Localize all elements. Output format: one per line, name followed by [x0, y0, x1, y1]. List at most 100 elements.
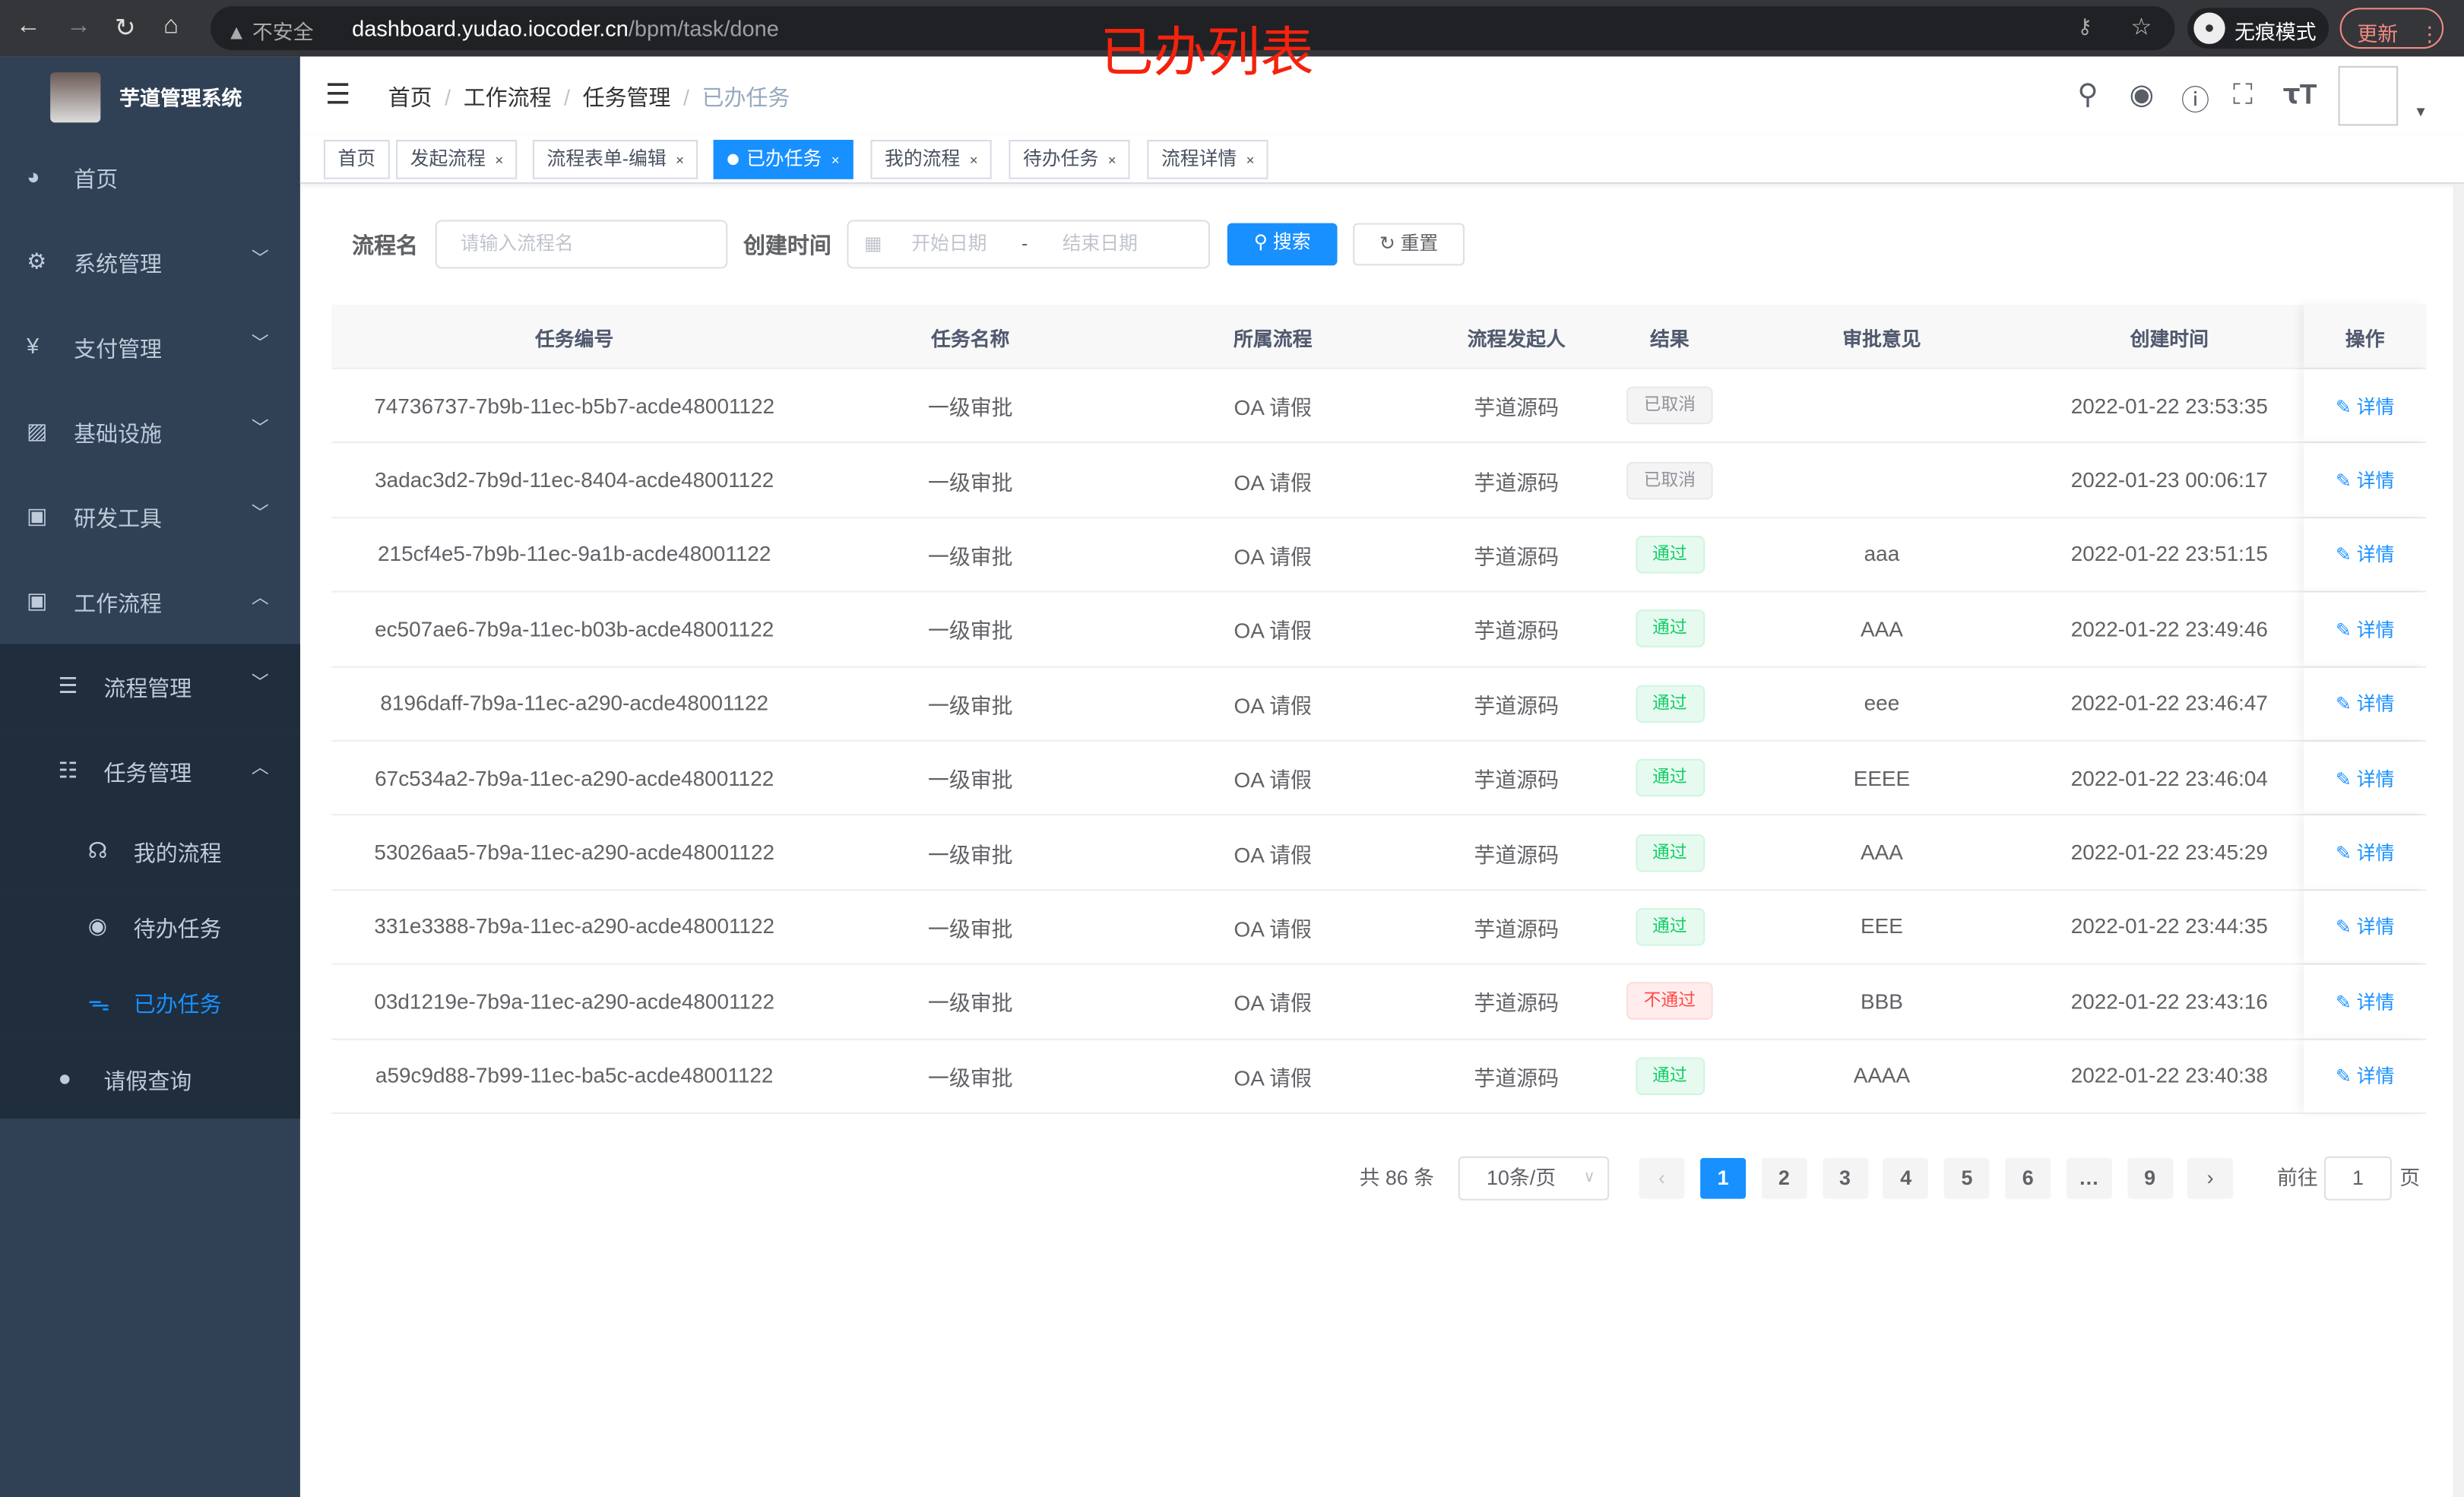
page-button[interactable]: 5: [1944, 1157, 1990, 1199]
detail-button[interactable]: ✎ 详情: [2336, 470, 2395, 492]
detail-button[interactable]: ✎ 详情: [2336, 395, 2395, 418]
result-badge: 已取消: [1626, 461, 1713, 499]
detail-button[interactable]: ✎ 详情: [2336, 767, 2395, 790]
sidebar-item-task-manage[interactable]: ☷ 任务管理 ︿: [0, 729, 300, 815]
avatar[interactable]: [2338, 65, 2399, 126]
sidebar-item-process-manage[interactable]: ☰ 流程管理 ﹀: [0, 644, 300, 730]
cell-time: 2022-01-22 23:40:38: [2070, 1064, 2268, 1088]
prev-page-button[interactable]: ‹: [1639, 1157, 1685, 1199]
cell-result: 通过: [1610, 816, 1728, 889]
cell-process: OA 请假: [1234, 1066, 1312, 1090]
sidebar-item-home[interactable]: ◕ 首页: [27, 163, 119, 192]
yen-icon: ¥: [27, 333, 40, 359]
cell-name: 一级审批: [927, 470, 1013, 495]
reload-icon[interactable]: ↻: [114, 15, 136, 43]
cell-id: 67c534a2-7b9a-11ec-a290-acde48001122: [375, 766, 774, 790]
search-icon[interactable]: ⚲: [2077, 78, 2098, 110]
scrollbar[interactable]: [2453, 183, 2464, 1497]
tag-item[interactable]: 发起流程 ×: [396, 140, 518, 179]
page-size-select[interactable]: 10条/页 ∨: [1458, 1156, 1610, 1201]
page-button[interactable]: 3: [1822, 1157, 1868, 1199]
goto-page-input[interactable]: 1: [2323, 1156, 2392, 1201]
tag-item[interactable]: 流程表单-编辑 ×: [532, 140, 698, 179]
detail-button[interactable]: ✎ 详情: [2336, 693, 2395, 716]
sidebar-item-workflow[interactable]: ▣ 工作流程 ︿: [0, 559, 300, 644]
home-icon[interactable]: ⌂: [163, 12, 179, 40]
breadcrumb-item[interactable]: 工作流程: [463, 84, 552, 110]
cell-process: OA 请假: [1234, 545, 1312, 569]
github-icon[interactable]: ◉: [2129, 78, 2155, 110]
fullscreen-icon[interactable]: ⛶: [2233, 78, 2253, 110]
incognito-badge[interactable]: ● 无痕模式: [2187, 8, 2329, 49]
cell-starter: 芋道源码: [1474, 545, 1560, 569]
page-button[interactable]: 4: [1883, 1157, 1929, 1199]
tag-item[interactable]: 待办任务 ×: [1009, 140, 1131, 179]
star-icon[interactable]: ☆: [2130, 14, 2152, 41]
table-row: 74736737-7b9b-11ec-b5b7-acde48001122 一级审批…: [331, 369, 2427, 444]
close-icon[interactable]: ×: [1246, 152, 1255, 169]
cell-action: ✎ 详情: [2304, 815, 2427, 889]
column-header: 任务编号: [534, 328, 614, 350]
cell-id: ec507ae6-7b9a-11ec-b03b-acde48001122: [375, 617, 774, 641]
tag-item[interactable]: 我的流程 ×: [870, 140, 993, 179]
cell-id: 03d1219e-7b9a-11ec-a290-acde48001122: [374, 989, 775, 1014]
breadcrumb-item[interactable]: 任务管理: [582, 84, 671, 110]
sidebar-item-todo-tasks[interactable]: ◉ 待办任务: [0, 889, 300, 965]
page-button[interactable]: 6: [2005, 1157, 2051, 1199]
tag-item[interactable]: 已办任务 ×: [713, 140, 854, 179]
hamburger-icon[interactable]: ☰: [325, 78, 351, 110]
refresh-icon: ↻: [1379, 233, 1395, 255]
caret-down-icon[interactable]: ▼: [2413, 103, 2428, 120]
page-button[interactable]: 1: [1700, 1157, 1747, 1199]
tag-item[interactable]: 流程详情 ×: [1147, 140, 1269, 179]
detail-button[interactable]: ✎ 详情: [2336, 991, 2395, 1014]
page-button[interactable]: …: [2066, 1157, 2112, 1199]
sidebar-item-leave[interactable]: ● 请假查询: [0, 1040, 300, 1119]
close-icon[interactable]: ×: [831, 152, 840, 169]
key-icon[interactable]: ⚷: [2077, 14, 2093, 38]
breadcrumb-item[interactable]: 首页: [388, 84, 432, 110]
detail-button[interactable]: ✎ 详情: [2336, 842, 2395, 865]
detail-button[interactable]: ✎ 详情: [2336, 619, 2395, 641]
sidebar-item-system[interactable]: ⚙ 系统管理 ﹀: [0, 220, 300, 305]
reset-button[interactable]: ↻ 重置: [1353, 223, 1465, 266]
detail-button[interactable]: ✎ 详情: [2336, 544, 2395, 567]
date-range-picker[interactable]: ▦ 开始日期 - 结束日期: [847, 220, 1211, 269]
edit-icon: ✎: [2336, 544, 2352, 567]
cell-result: 通过: [1610, 1040, 1728, 1112]
tag-item[interactable]: 首页: [323, 140, 390, 179]
total-count: 共 86 条: [1359, 1166, 1435, 1190]
end-date[interactable]: 结束日期: [1062, 233, 1138, 255]
font-size-icon[interactable]: ꚍT: [2283, 78, 2317, 110]
start-date[interactable]: 开始日期: [911, 233, 987, 255]
cell-action: ✎ 详情: [2304, 1039, 2427, 1112]
address-bar[interactable]: ▲ 不安全 dashboard.yudao.iocoder.cn/bpm/tas…: [211, 6, 2175, 51]
search-button[interactable]: ⚲ 搜索: [1227, 223, 1338, 266]
sidebar-item-pay[interactable]: ¥ 支付管理 ﹀: [0, 305, 300, 390]
close-icon[interactable]: ×: [1107, 152, 1116, 169]
goto-label: 前往: [2276, 1166, 2318, 1190]
cell-starter: 芋道源码: [1474, 694, 1560, 718]
page-button[interactable]: 9: [2127, 1157, 2173, 1199]
detail-button[interactable]: ✎ 详情: [2336, 1065, 2395, 1088]
cell-comment: [1728, 369, 2035, 442]
close-icon[interactable]: ×: [495, 152, 504, 169]
cell-process: OA 请假: [1234, 396, 1312, 420]
help-icon[interactable]: ⓘ: [2181, 84, 2210, 117]
forward-icon[interactable]: →: [65, 12, 91, 40]
process-name-input[interactable]: 请输入流程名: [435, 220, 728, 269]
update-button[interactable]: 更新 ⋮: [2339, 8, 2444, 49]
sidebar-item-devtools[interactable]: ▣ 研发工具 ﹀: [0, 474, 300, 559]
next-page-button[interactable]: ›: [2187, 1157, 2234, 1199]
detail-button[interactable]: ✎ 详情: [2336, 916, 2395, 939]
gear-icon: ⚙: [27, 248, 47, 274]
close-icon[interactable]: ×: [969, 152, 978, 169]
back-icon[interactable]: ←: [15, 12, 41, 40]
sidebar-item-infra[interactable]: ▨ 基础设施 ﹀: [0, 390, 300, 475]
sidebar-item-my-process[interactable]: ☊ 我的流程: [0, 814, 300, 890]
close-icon[interactable]: ×: [676, 152, 684, 169]
sidebar-item-done-tasks[interactable]: ᯓ 已办任务: [0, 964, 300, 1040]
result-badge: 通过: [1635, 759, 1705, 797]
cell-name: 一级审批: [927, 694, 1013, 718]
page-button[interactable]: 2: [1761, 1157, 1807, 1199]
